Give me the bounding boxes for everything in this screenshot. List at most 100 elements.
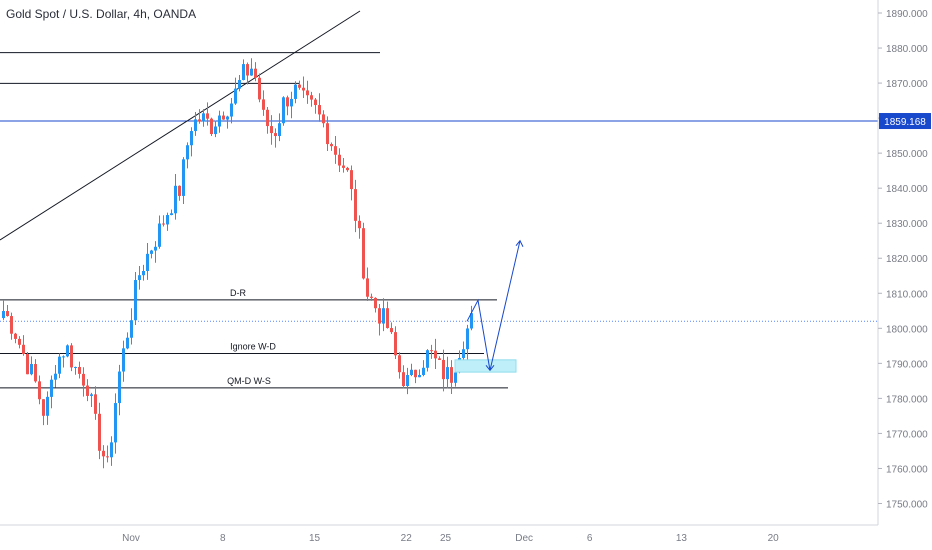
candle-body [298, 84, 301, 88]
candle-body [202, 113, 205, 122]
y-tick-label: 1840.000 [886, 184, 928, 195]
candle-body [438, 358, 441, 360]
candle-body [342, 165, 345, 168]
candle-body [330, 144, 333, 147]
candle-body [134, 280, 137, 321]
candle-body [22, 344, 25, 355]
candle-body [362, 228, 365, 279]
candle-body [470, 313, 473, 329]
candle-body [266, 109, 269, 127]
candle-body [90, 394, 93, 396]
candle-body [434, 350, 437, 359]
y-tick-label: 1830.000 [886, 219, 928, 230]
candle-body [386, 308, 389, 329]
candle-body [366, 278, 369, 297]
candle-body [198, 119, 201, 122]
candle-body [50, 379, 53, 397]
candle-body [170, 213, 173, 216]
x-tick-label: 20 [768, 533, 780, 544]
candle-body [222, 115, 225, 120]
level-label-ignore: Ignore W-D [230, 342, 276, 352]
candle-body [38, 381, 41, 400]
candles [2, 58, 473, 469]
candle-body [150, 250, 153, 254]
candle-body [390, 328, 393, 333]
candle-body [98, 413, 101, 451]
candle-body [422, 367, 425, 376]
candle-body [290, 98, 293, 107]
candle-body [382, 308, 385, 324]
candle-body [214, 126, 217, 135]
candle-body [154, 246, 157, 251]
candle-body [394, 332, 397, 356]
candle-body [110, 442, 113, 458]
price-badge [879, 113, 931, 130]
x-tick-label: 6 [587, 533, 593, 544]
candle-body [418, 375, 421, 378]
candle-body [146, 253, 149, 272]
arrow-mid-icon [485, 365, 495, 372]
projection-path [454, 239, 524, 373]
candle-body [26, 354, 29, 375]
candle-body [162, 223, 165, 225]
candle-body [130, 320, 133, 338]
candle-body [442, 359, 445, 380]
arrow-head-icon [515, 239, 524, 247]
candle-body [398, 355, 401, 373]
candle-body [166, 215, 169, 225]
candle-body [334, 146, 337, 155]
candle-body [258, 77, 261, 100]
candle-body [102, 450, 105, 457]
x-tick-label: Nov [122, 533, 140, 544]
candle-body [462, 349, 465, 358]
candle-body [230, 103, 233, 117]
candle-body [206, 113, 209, 119]
candle-body [138, 275, 141, 281]
candle-body [114, 403, 117, 443]
candle-body [314, 99, 317, 106]
x-tick-label: 25 [440, 533, 452, 544]
candle-body [30, 364, 33, 375]
candle-body [430, 350, 433, 352]
candle-body [10, 316, 13, 334]
candle-body [426, 350, 429, 368]
candle-body [338, 154, 341, 166]
candle-body [226, 116, 229, 120]
candle-body [106, 456, 109, 458]
candle-body [234, 88, 237, 104]
candle-body [42, 399, 45, 416]
candle-body [182, 159, 185, 196]
chart-title: Gold Spot / U.S. Dollar, 4h, OANDA [6, 7, 197, 21]
candle-body [62, 356, 65, 358]
candle-body [54, 373, 57, 380]
candle-body [242, 64, 245, 81]
projection-arrow[interactable] [466, 240, 521, 371]
y-tick-label: 1800.000 [886, 324, 928, 335]
candle-body [302, 87, 305, 91]
y-tick-label: 1780.000 [886, 394, 928, 405]
candle-body [374, 297, 377, 309]
y-tick-label: 1870.000 [886, 79, 928, 90]
candle-body [178, 185, 181, 196]
candle-body [406, 375, 409, 387]
horizontal-levels: D-R Ignore W-D QM-D W-S [0, 52, 878, 389]
price-badge-label: 1859.168 [884, 117, 926, 128]
candle-body [118, 371, 121, 404]
candle-body [250, 68, 253, 76]
y-tick-label: 1880.000 [886, 44, 928, 55]
x-tick-label: Dec [515, 533, 533, 544]
candle-body [122, 348, 125, 372]
candle-body [310, 95, 313, 100]
candle-body [190, 131, 193, 146]
ascending-trendline[interactable] [0, 10, 361, 241]
level-label-qmd: QM-D W-S [227, 376, 271, 386]
candle-body [82, 373, 85, 386]
candle-body [370, 296, 373, 298]
candle-body [322, 114, 325, 124]
candle-body [6, 311, 9, 317]
candle-body [74, 366, 77, 368]
demand-zone[interactable] [454, 359, 517, 373]
candle-body [410, 369, 413, 376]
candle-body [286, 97, 289, 107]
